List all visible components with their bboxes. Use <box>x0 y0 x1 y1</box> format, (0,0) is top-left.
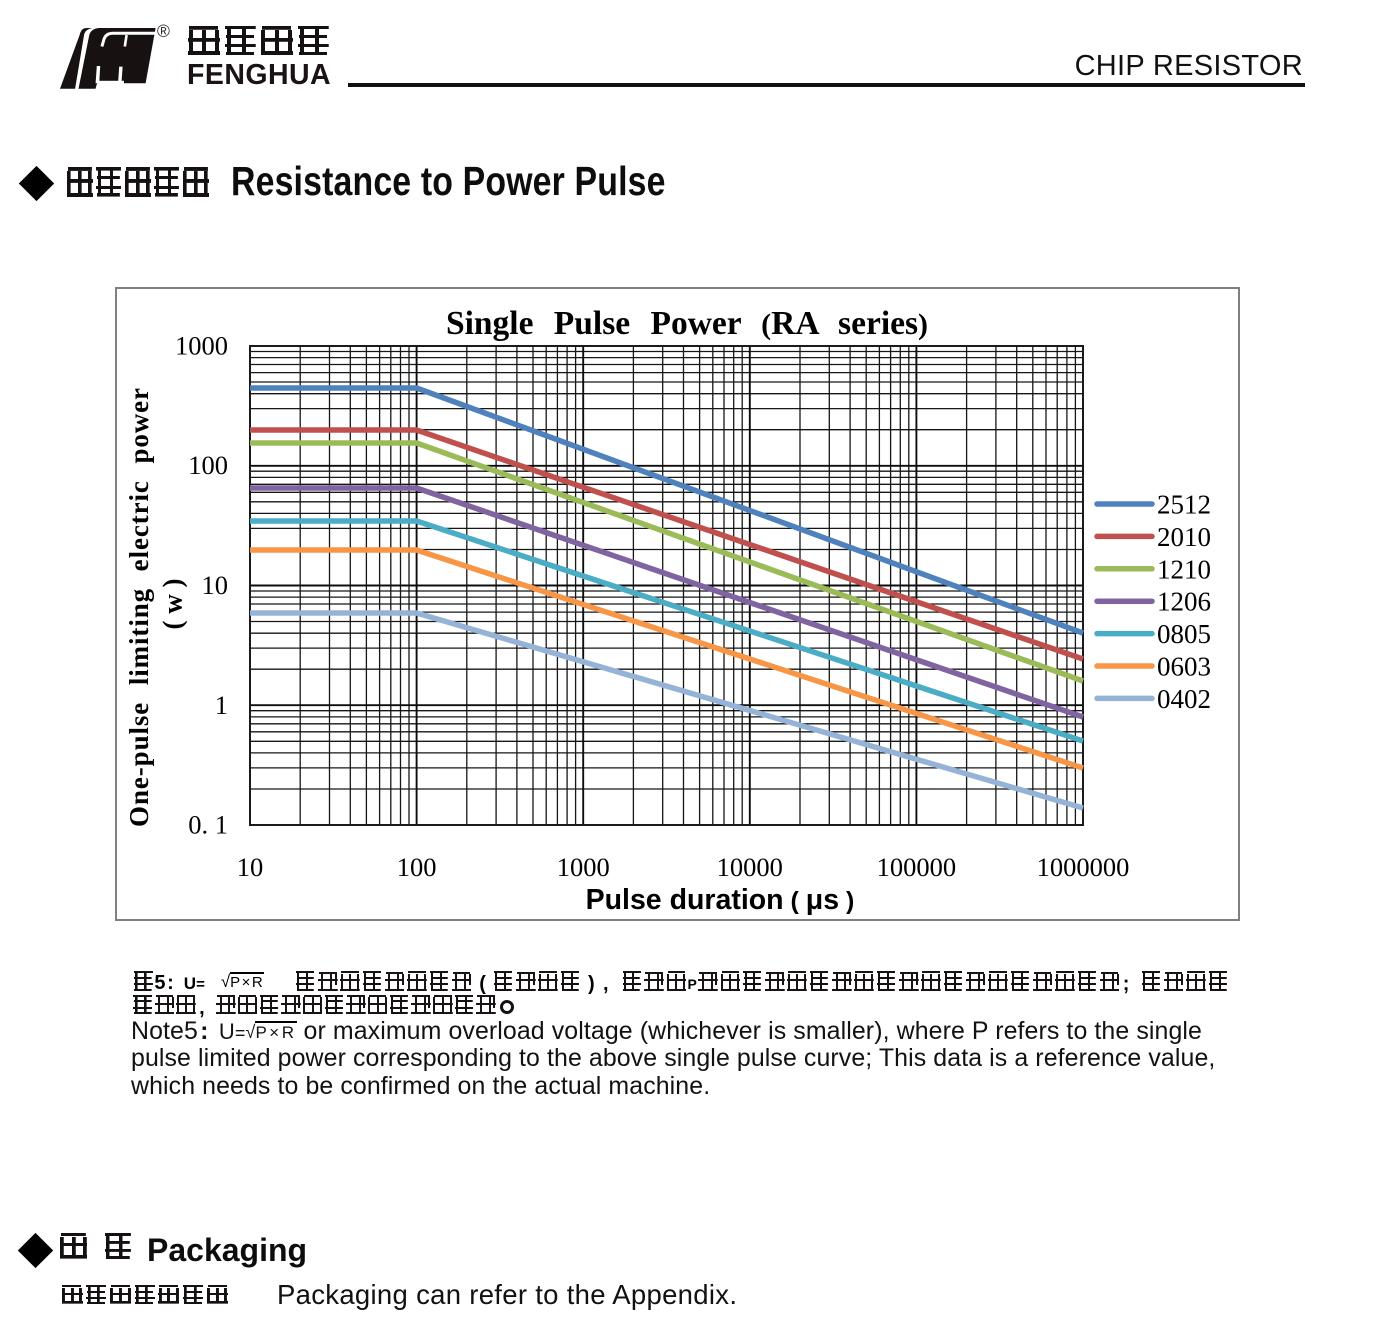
svg-text:0. 1: 0. 1 <box>188 810 228 840</box>
svg-text:1000: 1000 <box>175 331 228 361</box>
svg-text:2512: 2512 <box>1157 490 1211 520</box>
svg-text:10: 10 <box>202 570 229 600</box>
svg-text:0805: 0805 <box>1157 619 1211 649</box>
svg-text:1000000: 1000000 <box>1037 852 1130 882</box>
svg-text:100: 100 <box>397 852 437 882</box>
svg-text:1000: 1000 <box>557 852 610 882</box>
svg-text:10000: 10000 <box>717 852 783 882</box>
svg-text:Single Pulse Power (RA series): Single Pulse Power (RA series) <box>446 305 928 342</box>
svg-text:2010: 2010 <box>1157 522 1211 552</box>
svg-text:1210: 1210 <box>1157 554 1211 584</box>
svg-text:One-pulse limiting electric po: One-pulse limiting electric power <box>124 387 154 827</box>
svg-text:0603: 0603 <box>1157 652 1211 682</box>
svg-text:10: 10 <box>237 852 264 882</box>
svg-text:Pulse duration ( μs ): Pulse duration ( μs ) <box>586 884 855 916</box>
svg-text:( w ): ( w ) <box>158 579 188 630</box>
svg-text:0402: 0402 <box>1157 684 1211 714</box>
svg-text:100000: 100000 <box>877 852 957 882</box>
svg-text:1: 1 <box>215 690 228 720</box>
svg-text:100: 100 <box>188 450 228 480</box>
svg-text:1206: 1206 <box>1157 587 1211 617</box>
